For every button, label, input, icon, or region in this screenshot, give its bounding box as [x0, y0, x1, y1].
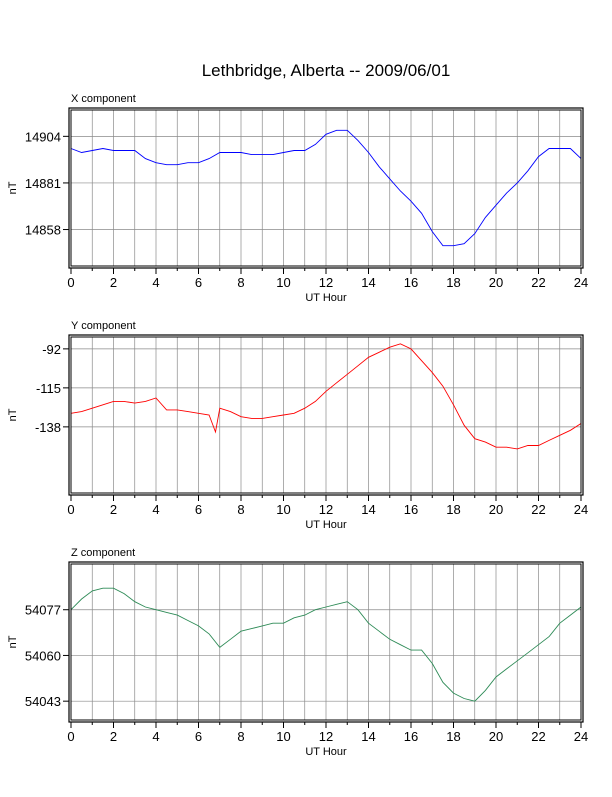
x-tick-label: 22: [531, 502, 545, 517]
x-tick-label: 0: [67, 502, 74, 517]
x-tick-label: 22: [531, 729, 545, 744]
x-tick-label: 14: [361, 729, 375, 744]
x-tick-label: 16: [404, 275, 418, 290]
x-tick-label: 16: [404, 502, 418, 517]
x-tick-label: 10: [276, 275, 290, 290]
x-tick-label: 24: [574, 502, 588, 517]
x-tick-label: 8: [237, 729, 244, 744]
y-tick-label: 14858: [25, 223, 61, 238]
x-tick-label: 12: [319, 729, 333, 744]
x-tick-label: 0: [67, 275, 74, 290]
x-tick-label: 2: [110, 729, 117, 744]
x-tick-label: 22: [531, 275, 545, 290]
y-tick-label: -115: [36, 381, 61, 396]
x-tick-label: 6: [195, 502, 202, 517]
y-axis-label: nT: [7, 635, 19, 648]
z-series-line: [70, 587, 582, 702]
z-panel-title: Z component: [71, 547, 135, 559]
x-axis-label: UT Hour: [305, 292, 347, 304]
y-tick-label: -92: [42, 342, 61, 357]
x-tick-label: 4: [152, 275, 159, 290]
y-panel-title: Y component: [71, 320, 136, 332]
x-tick-label: 14: [361, 502, 375, 517]
x-tick-label: 2: [110, 275, 117, 290]
x-tick-label: 8: [237, 502, 244, 517]
y-tick-label: -138: [35, 420, 61, 435]
x-tick-label: 18: [446, 502, 460, 517]
x-axis-label: UT Hour: [305, 519, 347, 531]
x-tick-label: 12: [319, 275, 333, 290]
plot-frame: [70, 109, 582, 267]
plot-frame: [70, 336, 582, 494]
y-tick-label: 54060: [25, 648, 61, 663]
y-tick-label: 14904: [25, 129, 61, 144]
x-tick-label: 24: [574, 729, 588, 744]
x-tick-label: 24: [574, 275, 588, 290]
x-tick-label: 2: [110, 502, 117, 517]
x-tick-label: 0: [67, 729, 74, 744]
x-tick-label: 20: [489, 729, 503, 744]
y-axis-label: nT: [7, 408, 19, 421]
x-tick-label: 4: [152, 502, 159, 517]
x-tick-label: 8: [237, 275, 244, 290]
x-panel-title: X component: [71, 93, 136, 105]
x-tick-label: 12: [319, 502, 333, 517]
x-tick-label: 6: [195, 275, 202, 290]
x-tick-label: 14: [361, 275, 375, 290]
y-tick-label: 14881: [25, 176, 61, 191]
x-series-line: [70, 129, 582, 247]
y-series-line: [70, 343, 582, 450]
x-tick-label: 10: [276, 729, 290, 744]
page-title: Lethbridge, Alberta -- 2009/06/01: [202, 61, 451, 80]
y-tick-label: 54043: [25, 694, 61, 709]
x-tick-label: 6: [195, 729, 202, 744]
plot-frame: [70, 563, 582, 721]
x-tick-label: 18: [446, 729, 460, 744]
x-tick-label: 20: [489, 275, 503, 290]
x-tick-label: 18: [446, 275, 460, 290]
y-axis-label: nT: [7, 181, 19, 194]
x-axis-label: UT Hour: [305, 746, 347, 758]
x-tick-label: 16: [404, 729, 418, 744]
y-tick-label: 54077: [25, 603, 61, 618]
x-tick-label: 4: [152, 729, 159, 744]
x-tick-label: 10: [276, 502, 290, 517]
x-tick-label: 20: [489, 502, 503, 517]
